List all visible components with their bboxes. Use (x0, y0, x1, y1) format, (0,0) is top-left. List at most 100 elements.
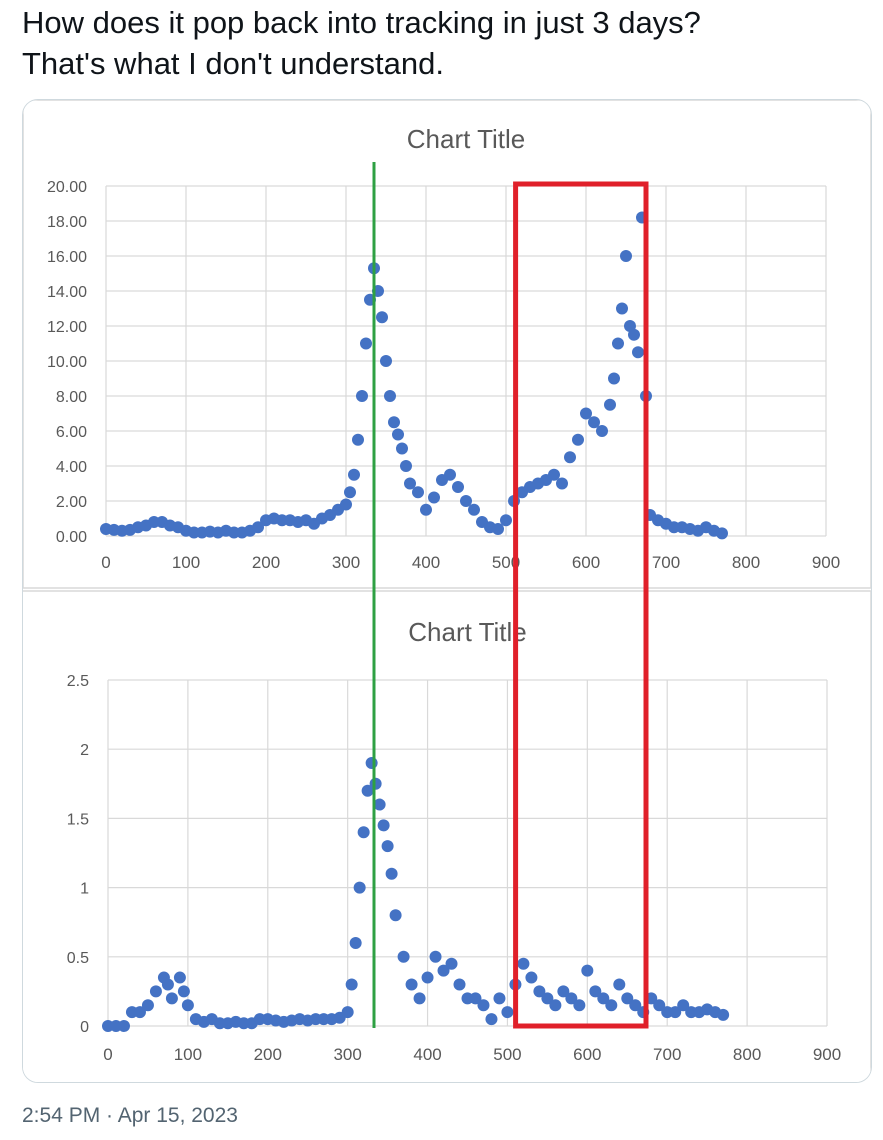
x-tick-label: 100 (174, 1045, 202, 1064)
data-point (173, 971, 186, 984)
data-point (620, 250, 632, 262)
y-tick-label: 1.5 (67, 811, 89, 828)
y-tick-label: 1 (80, 881, 89, 898)
data-point (404, 477, 416, 490)
data-point (485, 1013, 498, 1026)
data-point (621, 992, 634, 1005)
chart-screenshot: Chart Title 0.00 2.00 4.00 6.00 8.00 10.00 12.0… (23, 100, 871, 1082)
y-tick-label: 4.00 (56, 459, 87, 476)
y-tick-label: 0 (80, 1019, 89, 1036)
data-point (361, 784, 374, 797)
x-tick-label: 800 (732, 553, 760, 572)
data-point (353, 881, 366, 894)
data-point (628, 328, 640, 341)
data-point (608, 372, 620, 385)
y-tick-label: 10.00 (47, 354, 87, 371)
y-tick-label: 0.00 (56, 529, 87, 546)
data-point (396, 442, 408, 455)
data-point (365, 757, 378, 770)
highlight-box (513, 181, 649, 1029)
data-point (580, 407, 592, 420)
data-point (444, 468, 456, 481)
data-point (385, 867, 398, 880)
x-tick-label: 700 (652, 553, 680, 572)
data-point (437, 964, 450, 977)
data-point (452, 481, 464, 493)
data-point (429, 950, 442, 963)
data-point (492, 523, 504, 535)
data-point (716, 527, 728, 540)
data-point (653, 999, 666, 1012)
chart-area-frame (23, 590, 871, 1082)
data-point (161, 978, 174, 991)
data-point (165, 992, 178, 1005)
data-point (525, 971, 538, 984)
x-tick-label: 300 (333, 1045, 361, 1064)
data-point (405, 978, 418, 991)
data-point (341, 1006, 354, 1019)
x-tick-label: 800 (733, 1045, 761, 1064)
y-tick-label: 2.5 (67, 673, 89, 690)
data-point (612, 337, 624, 350)
x-tick-label: 100 (172, 553, 200, 572)
data-point (420, 503, 432, 516)
y-tick-label: 0.5 (67, 950, 89, 967)
data-point (557, 985, 570, 998)
x-tick-label: 200 (254, 1045, 282, 1064)
y-tick-label: 16.00 (47, 249, 87, 266)
data-point (677, 999, 690, 1012)
data-point (388, 416, 400, 429)
data-point (117, 1020, 130, 1032)
data-point (340, 498, 352, 511)
data-point (133, 1006, 146, 1019)
tweet-text: How does it pop back into tracking in ju… (22, 2, 872, 84)
data-point (604, 398, 616, 411)
tweet-media-image[interactable]: Chart Title 0.00 2.00 4.00 6.00 8.00 10.00 12.0… (22, 99, 872, 1083)
data-point (629, 999, 642, 1012)
data-point (369, 777, 382, 790)
data-point (477, 999, 490, 1012)
x-tick-label: 500 (493, 1045, 521, 1064)
data-point (453, 978, 466, 991)
y-tick-label: 2.00 (56, 494, 87, 511)
data-point (581, 964, 594, 977)
tweet-text-line-1: How does it pop back into tracking in ju… (22, 5, 701, 40)
data-point (373, 798, 386, 811)
data-point (384, 390, 396, 402)
y-tick-label: 20.00 (47, 179, 87, 196)
y-tick-label: 12.00 (47, 319, 87, 336)
data-point (616, 302, 628, 315)
x-tick-label: 0 (101, 553, 110, 572)
data-point (412, 486, 424, 499)
data-point (597, 992, 610, 1005)
x-tick-label: 600 (573, 1045, 601, 1064)
data-point (413, 992, 426, 1005)
x-tick-label: 0 (103, 1045, 112, 1064)
data-point (421, 971, 434, 984)
data-point (376, 311, 388, 324)
data-point (556, 477, 568, 490)
x-tick-label: 500 (492, 553, 520, 572)
data-point (149, 985, 162, 998)
data-point (500, 514, 512, 527)
data-point (501, 1006, 514, 1019)
data-point (589, 985, 602, 998)
data-point (397, 950, 410, 963)
x-tick-label: 300 (332, 553, 360, 572)
y-tick-label: 6.00 (56, 424, 87, 441)
data-point (445, 957, 458, 970)
scatter-chart-1: Chart Title 0.00 2.00 4.00 6.00 8.00 10.00 12.0… (23, 100, 871, 589)
data-point (357, 826, 370, 839)
data-point (548, 468, 560, 481)
y-tick-label: 14.00 (47, 284, 87, 301)
data-point (549, 999, 562, 1012)
y-tick-label: 8.00 (56, 389, 87, 406)
tweet-timestamp[interactable]: 2:54 PM · Apr 15, 2023 (22, 1104, 238, 1127)
chart-title: Chart Title (407, 124, 526, 154)
data-point (392, 428, 404, 441)
data-point (356, 390, 368, 402)
x-tick-label: 400 (412, 553, 440, 572)
data-point (381, 840, 394, 853)
data-point (493, 992, 506, 1005)
x-tick-label: 200 (252, 553, 280, 572)
